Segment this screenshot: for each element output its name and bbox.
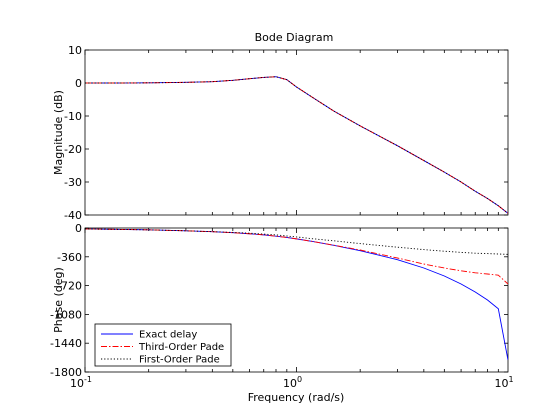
legend-label-third-order-pade: Third-Order Pade	[138, 342, 224, 353]
x-tick-label: 10-1	[70, 375, 92, 390]
x-axis-label: Frequency (rad/s)	[248, 391, 345, 404]
legend-label-first-order-pade: First-Order Pade	[139, 355, 220, 366]
magnitude-y-axis-label: Magnitude (dB)	[52, 90, 65, 175]
phase-y-tick-label: -720	[57, 280, 82, 293]
x-tick-base: 10	[494, 377, 508, 390]
x-tick-base: 10	[283, 377, 297, 390]
x-tick-base: 10	[70, 377, 84, 390]
chart-title: Bode Diagram	[255, 31, 334, 44]
phase-y-tick-label: -1800	[50, 366, 82, 379]
x-tick-label: 101	[494, 375, 513, 390]
phase-y-tick-label: -1440	[50, 337, 82, 350]
magnitude-y-tick-label: -30	[64, 176, 82, 189]
phase-series-first-order-pade	[85, 228, 508, 255]
phase-y-tick-label: -360	[57, 251, 82, 264]
magnitude-y-tick-label: 10	[68, 44, 82, 57]
magnitude-y-tick-label: -10	[64, 110, 82, 123]
phase-y-tick-label: -1080	[50, 308, 82, 321]
magnitude-y-tick-label: 0	[75, 77, 82, 90]
phase-y-tick-label: 0	[75, 222, 82, 235]
x-tick-exponent: 1	[508, 375, 513, 384]
magnitude-y-tick-label: -20	[64, 143, 82, 156]
magnitude-panel: 10 0 -10 -20 -30 -40 Magnitude (dB)	[52, 44, 509, 222]
x-tick-exponent: -1	[84, 375, 92, 384]
x-tick-exponent: 0	[297, 375, 302, 384]
phase-y-axis-label: Phase (deg)	[52, 267, 65, 333]
magnitude-axes-frame	[84, 49, 509, 216]
x-tick-label: 100	[283, 375, 302, 390]
magnitude-y-tick-label: -40	[64, 209, 82, 222]
magnitude-series-first-order-pade	[85, 76, 508, 214]
phase-series-third-order-pade	[85, 228, 508, 285]
legend-label-exact-delay: Exact delay	[139, 330, 197, 341]
